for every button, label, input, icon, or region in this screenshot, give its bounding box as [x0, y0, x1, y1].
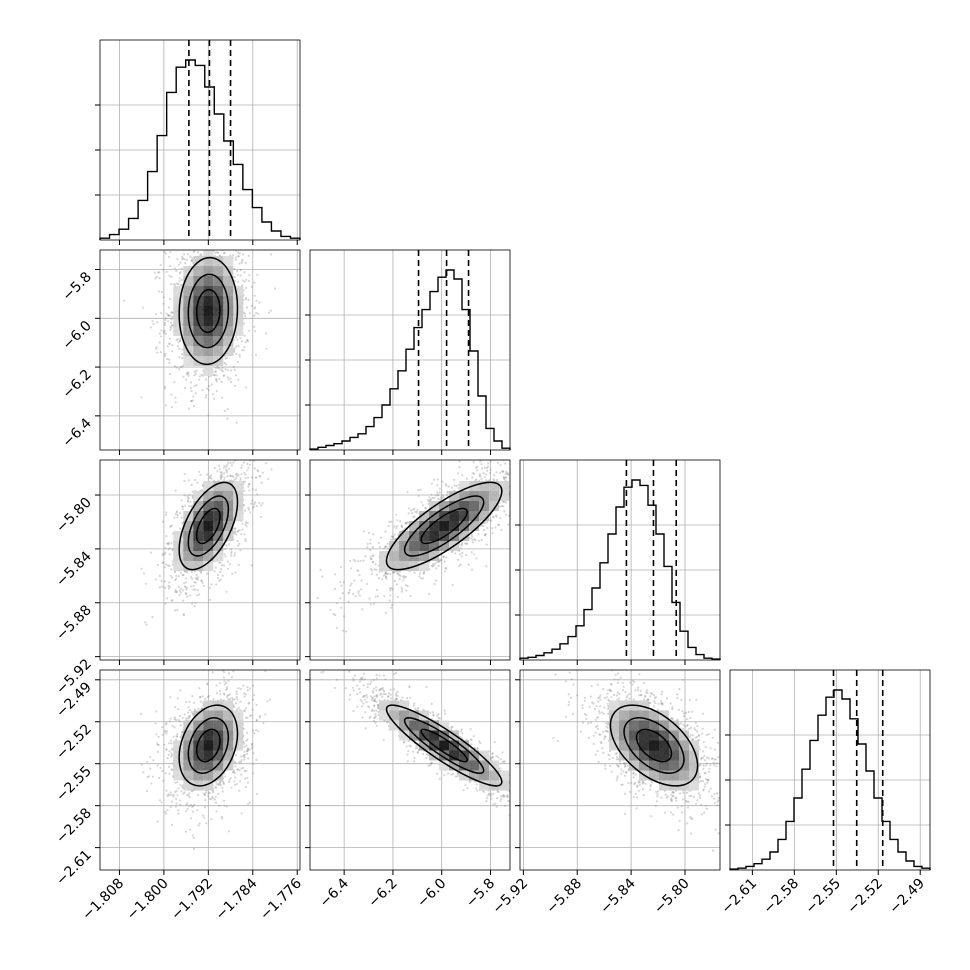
panel-background: [730, 670, 930, 870]
histogram-step: [309, 269, 511, 450]
panel-background: [520, 460, 720, 660]
histogram-panel-1: [95, 39, 301, 241]
panel-frame: [729, 669, 931, 871]
histogram-step: [99, 59, 301, 240]
histogram-panel-2: [305, 249, 511, 451]
contour-line: [385, 481, 503, 571]
panel-background: [310, 250, 510, 450]
x-tick-label: −5.80: [651, 876, 693, 918]
contour-line: [420, 507, 468, 545]
histogram-step: [519, 479, 721, 660]
contour-line: [178, 704, 239, 787]
contour-line: [403, 495, 485, 557]
panel-frame: [309, 459, 511, 661]
contour-line: [187, 273, 230, 349]
panel-frame: [519, 459, 721, 661]
contour-line: [609, 704, 699, 787]
density-blocks: [609, 700, 699, 791]
contour-line: [187, 495, 230, 557]
panel-frame: [99, 459, 301, 661]
panel-content: [100, 250, 300, 450]
panel-frame: [99, 669, 301, 871]
x-tick-label: −2.58: [761, 876, 803, 918]
histogram-panel-4: [725, 669, 931, 871]
x-tick-label: −2.52: [844, 876, 886, 918]
x-tick-label: −1.800: [124, 876, 172, 924]
x-tick-label: −6.4: [317, 875, 352, 910]
panel-frame: [99, 249, 301, 451]
y-tick-label: −5.8: [59, 269, 94, 304]
contour-line: [195, 507, 221, 545]
x-tick-label: −2.55: [802, 876, 844, 918]
panel-content: [100, 670, 300, 870]
contour-line: [195, 728, 221, 763]
y-tick-label: −6.4: [59, 415, 94, 450]
panel-frame: [99, 39, 301, 241]
panel-background: [100, 40, 300, 240]
contour-line: [187, 717, 230, 774]
x-tick-label: −6.0: [414, 876, 449, 911]
y-tick-label: −2.52: [53, 721, 95, 763]
panel-content: [310, 460, 510, 660]
y-tick-label: −5.84: [53, 548, 95, 590]
panel-content: [310, 670, 510, 870]
x-tick-label: −5.92: [490, 876, 532, 918]
y-tick-label: −2.58: [53, 805, 95, 847]
contour-line: [635, 728, 673, 763]
y-tick-label: −6.0: [59, 318, 94, 353]
x-tick-label: −1.784: [213, 875, 261, 923]
scatter-panel-3-4: [519, 669, 721, 871]
x-tick-label: −1.776: [257, 875, 305, 923]
x-tick-label: −5.88: [543, 876, 585, 918]
contour-line: [623, 717, 685, 774]
x-tick-label: −6.2: [365, 876, 400, 911]
scatter-panel-1-3: [99, 459, 301, 661]
x-tick-label: −2.61: [719, 876, 761, 918]
contour-line: [420, 728, 468, 763]
y-tick-label: −2.55: [53, 763, 95, 805]
x-tick-label: −1.808: [79, 876, 127, 924]
contour-line: [385, 704, 503, 787]
y-tick-label: −5.80: [53, 495, 95, 537]
scatter-panel-2-4: [309, 669, 511, 871]
x-tick-label: −5.84: [597, 875, 639, 917]
panel-content: [520, 670, 720, 870]
y-tick-label: −5.88: [53, 602, 95, 644]
x-tick-label: −2.49: [886, 876, 928, 918]
histogram-step: [729, 689, 931, 870]
x-tick-label: −1.792: [168, 876, 216, 924]
scatter-panel-2-3: [309, 459, 511, 661]
scatter-panel-1-2: [99, 249, 301, 451]
scatter-panel-1-4: [99, 669, 301, 871]
histogram-panel-3: [515, 459, 721, 661]
panel-frame: [309, 669, 511, 871]
contour-line: [178, 256, 239, 366]
y-tick-label: −6.2: [59, 367, 94, 402]
contour-line: [403, 717, 485, 774]
panel-content: [100, 460, 300, 660]
contour-line: [195, 288, 221, 334]
panel-frame: [519, 669, 721, 871]
contour-line: [178, 481, 239, 571]
panel-frame: [309, 249, 511, 451]
y-tick-label: −2.61: [53, 847, 95, 889]
